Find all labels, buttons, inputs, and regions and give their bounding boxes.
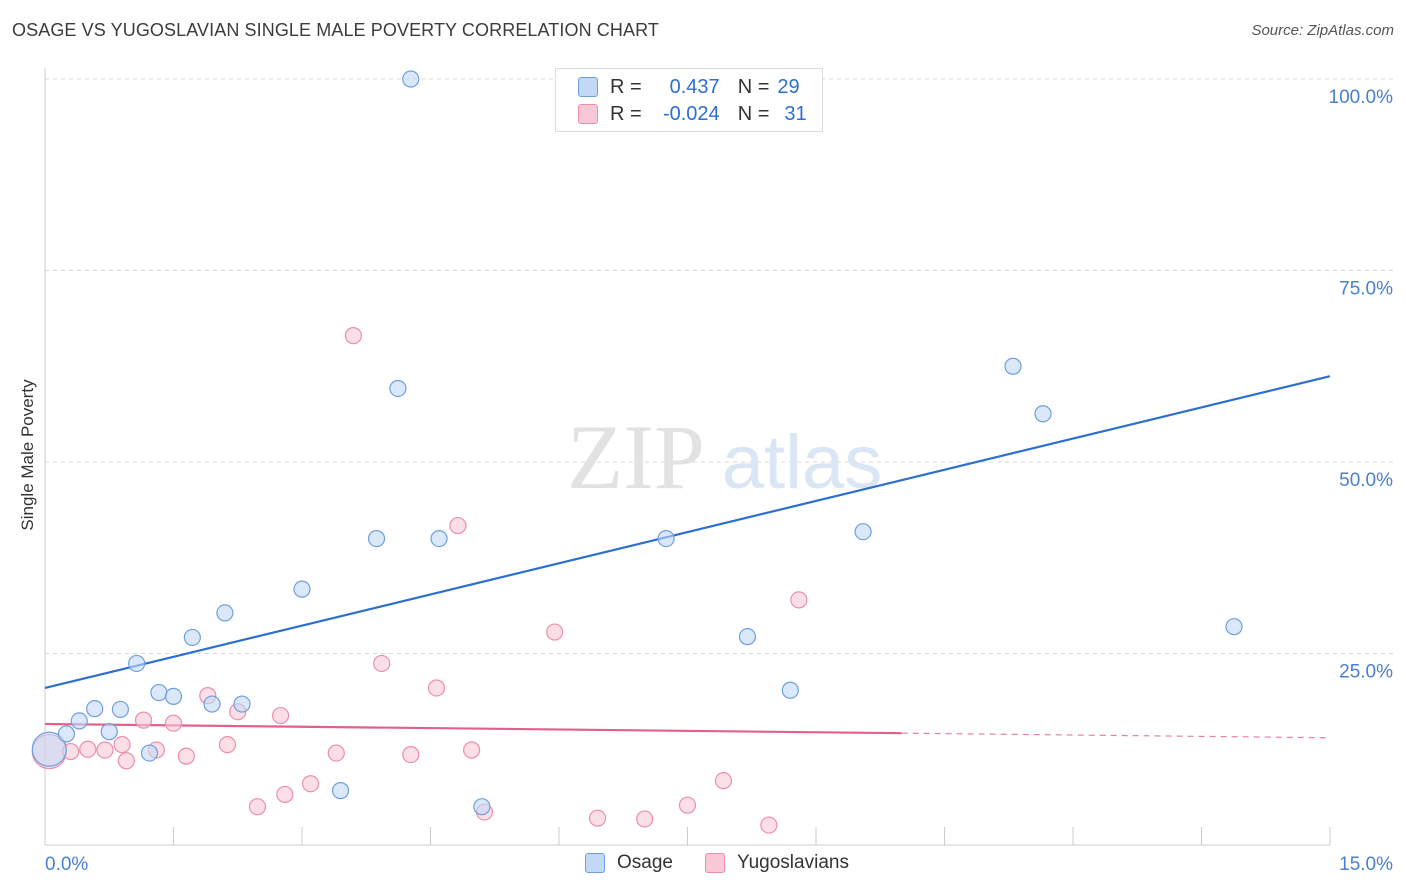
trend-extension-1 [901,732,1331,739]
yugoslavian-point [218,736,237,754]
yugo-r-value: -0.024 [662,102,720,125]
r-label: R = [610,75,642,98]
yugoslavian-point [164,714,183,732]
osage-legend-icon [585,853,605,873]
yugo-swatch-icon [578,104,598,124]
yugoslavian-point [760,816,778,834]
osage-point [854,523,872,541]
y-tick-label: 50.0% [1339,470,1393,491]
series-legend: Osage Yugoslavians [585,852,881,874]
osage-point [367,529,386,548]
osage-point [657,529,675,548]
watermark: ZIP atlas [567,406,882,508]
stats-legend: R = 0.437 N = 29 R = -0.024 N = 31 [555,68,823,132]
osage-legend-label: Osage [617,852,673,873]
yugoslavian-point [463,741,481,759]
axes [44,68,1331,846]
yugoslavian-point [327,744,345,762]
osage-point [31,731,67,767]
yugoslavian-point [714,772,733,790]
y-tick-label: 25.0% [1339,662,1393,683]
osage-point [111,700,129,719]
osage-point [86,700,104,718]
osage-point [150,683,168,702]
tick-labels: 25.0% 50.0% 75.0% 100.0% 0.0% 15.0% [45,87,1393,875]
yugo-legend-label: Yugoslavians [736,852,849,873]
osage-point [233,695,251,713]
osage-point [430,529,448,548]
yugoslavian-point [117,752,135,770]
yugo-n-value: 31 [784,102,807,125]
x-tick-label-max: 15.0% [1339,854,1393,875]
chart-title: OSAGE VS YUGOSLAVIAN SINGLE MALE POVERTY… [12,20,659,40]
n-label: N = [737,75,770,98]
trend-line-1 [44,722,902,735]
osage-r-value: 0.437 [669,75,720,98]
osage-point [164,687,183,705]
trend-line-0 [44,375,1331,690]
yugoslavian-point [177,747,195,765]
osage-point [57,725,76,743]
osage-n-value: 29 [777,75,800,98]
osage-point [140,744,159,762]
yugoslavian-point [276,785,294,804]
r-label: R = [610,102,642,125]
yugoslavian-point [113,736,131,754]
legend-item-osage: Osage [585,852,673,874]
n-label: N = [737,102,770,125]
data-points [31,70,1243,834]
yugoslavian-point [344,327,362,345]
osage-point [389,379,407,398]
osage-point [738,628,757,646]
grid-lines [45,78,1395,654]
osage-point [70,712,88,730]
yugoslavian-point [248,798,267,816]
y-tick-label: 100.0% [1329,87,1394,108]
x-tick-label-min: 0.0% [45,854,88,875]
legend-row-yugo: R = -0.024 N = 31 [578,101,807,127]
osage-point [402,70,420,88]
osage-point [1034,405,1052,423]
yugoslavian-point [546,623,564,641]
osage-point [293,580,311,598]
legend-row-osage: R = 0.437 N = 29 [578,74,800,100]
trend-lines [44,375,1331,739]
yugoslavian-point [79,740,97,758]
yugoslavian-point [271,706,290,725]
osage-point [128,654,146,673]
yugoslavian-point [402,746,420,764]
osage-point [100,723,118,741]
osage-point [781,681,799,699]
osage-swatch-icon [578,77,598,97]
yugoslavian-point [636,810,654,828]
yugoslavian-point [449,516,467,535]
source-label: Source: ZipAtlas.com [1251,22,1394,39]
yugoslavian-point [678,796,697,814]
yugoslavian-point [134,711,153,729]
osage-point [331,782,350,800]
osage-point [1225,618,1243,636]
yugoslavian-point [96,741,114,759]
yugo-legend-icon [704,853,725,873]
osage-point [1004,357,1022,375]
legend-item-yugoslavians: Yugoslavians [704,852,849,874]
yugoslavian-point [790,591,808,609]
y-tick-label: 75.0% [1339,279,1393,300]
yugoslavian-point [427,679,446,697]
osage-point [203,695,221,713]
osage-point [473,798,491,816]
watermark-atlas: atlas [722,420,883,505]
yugoslavian-point [373,654,391,673]
yugoslavian-point [301,775,320,793]
osage-point [183,628,201,647]
watermark-zip: ZIP [567,406,705,508]
osage-point [216,604,234,622]
yugoslavian-point [588,809,607,827]
